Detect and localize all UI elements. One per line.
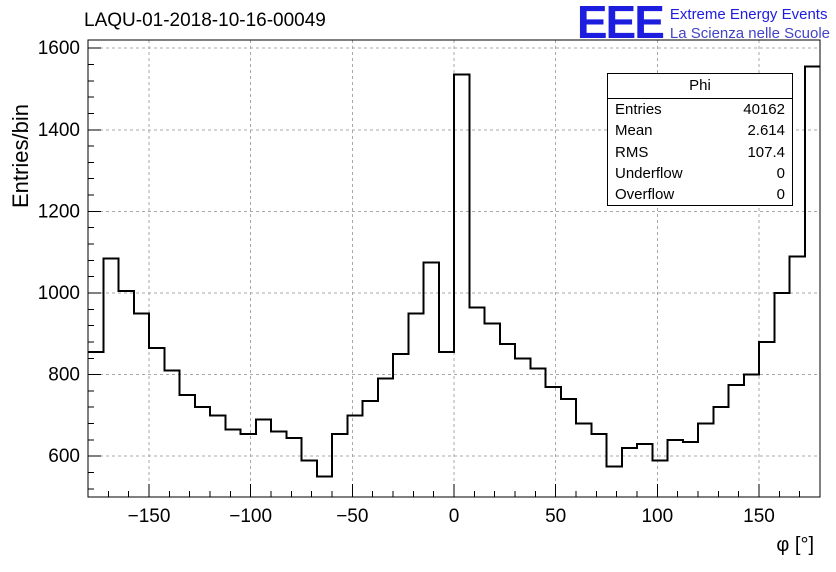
- svg-text:1400: 1400: [38, 120, 80, 141]
- eee-logo-line1: Extreme Energy Events: [669, 6, 828, 23]
- svg-text:1000: 1000: [38, 283, 80, 304]
- svg-text:−50: −50: [336, 506, 368, 527]
- svg-text:50: 50: [545, 506, 566, 527]
- stats-row-entries: Entries 40162: [608, 99, 792, 120]
- eee-logo-mark: EEE: [576, 0, 665, 48]
- svg-text:100: 100: [641, 506, 673, 527]
- stats-box: Phi Entries 40162 Mean 2.614 RMS 107.4 U…: [607, 73, 793, 207]
- svg-text:−100: −100: [229, 506, 272, 527]
- stats-box-title: Phi: [608, 74, 792, 100]
- svg-text:0: 0: [449, 506, 460, 527]
- stats-row-rms: RMS 107.4: [608, 142, 792, 163]
- svg-text:150: 150: [743, 506, 775, 527]
- stats-label: Overflow: [615, 185, 675, 203]
- stats-value: 0: [776, 185, 785, 203]
- eee-logo: EEE Extreme Energy Events La Scienza nel…: [576, 0, 830, 48]
- stats-label: Entries: [615, 101, 662, 119]
- stats-row-overflow: Overflow 0: [608, 184, 792, 205]
- svg-text:1200: 1200: [38, 201, 80, 222]
- y-axis-title: Entries/bin: [8, 104, 33, 208]
- stats-label: Underflow: [615, 164, 683, 182]
- histogram-line: [88, 65, 820, 478]
- chart-title: LAQU-01-2018-10-16-00049: [84, 10, 326, 31]
- svg-text:−150: −150: [128, 506, 171, 527]
- stats-label: Mean: [615, 122, 653, 140]
- stats-row-underflow: Underflow 0: [608, 163, 792, 184]
- stats-value: 2.614: [747, 122, 785, 140]
- eee-logo-text: Extreme Energy Events La Scienza nelle S…: [670, 2, 830, 44]
- stats-value: 40162: [743, 101, 785, 119]
- eee-logo-line2: La Scienza nelle Scuole: [669, 24, 830, 42]
- x-tick-labels: −150 −100 −50 0 50 100 150: [128, 506, 775, 527]
- axis-ticks: [87, 47, 821, 497]
- x-axis-title: φ [°]: [776, 534, 814, 556]
- stats-value: 107.4: [747, 143, 785, 161]
- svg-text:800: 800: [48, 365, 80, 386]
- svg-text:1600: 1600: [38, 38, 80, 59]
- stats-row-mean: Mean 2.614: [608, 120, 792, 141]
- y-tick-labels: 600 800 1000 1200 1400 1600: [38, 38, 80, 467]
- svg-text:600: 600: [48, 446, 80, 467]
- stats-value: 0: [776, 164, 785, 182]
- stats-label: RMS: [615, 143, 649, 161]
